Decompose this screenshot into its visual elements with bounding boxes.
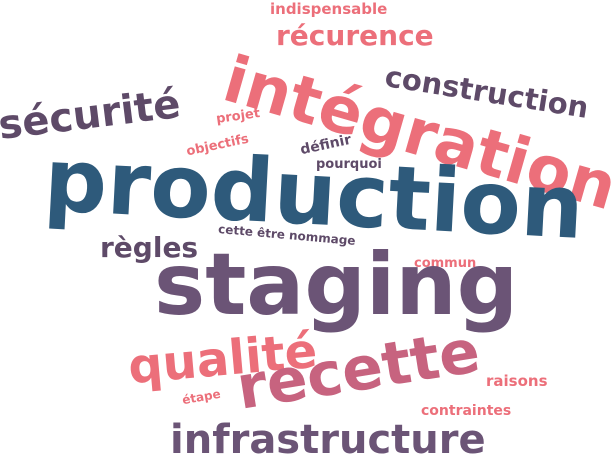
word-contraintes: contraintes [421, 403, 512, 419]
word-recurence: récurence [276, 19, 434, 52]
word-raisons: raisons [486, 372, 548, 390]
word-regles: règles [100, 231, 199, 264]
word-pourquoi: pourquoi [316, 157, 382, 172]
word-indispensable: indispensable [270, 0, 388, 18]
word-commun: commun [414, 256, 477, 271]
word-etape: étape [181, 386, 222, 408]
word-staging: staging [154, 235, 519, 335]
word-infrastructure: infrastructure [170, 417, 486, 463]
